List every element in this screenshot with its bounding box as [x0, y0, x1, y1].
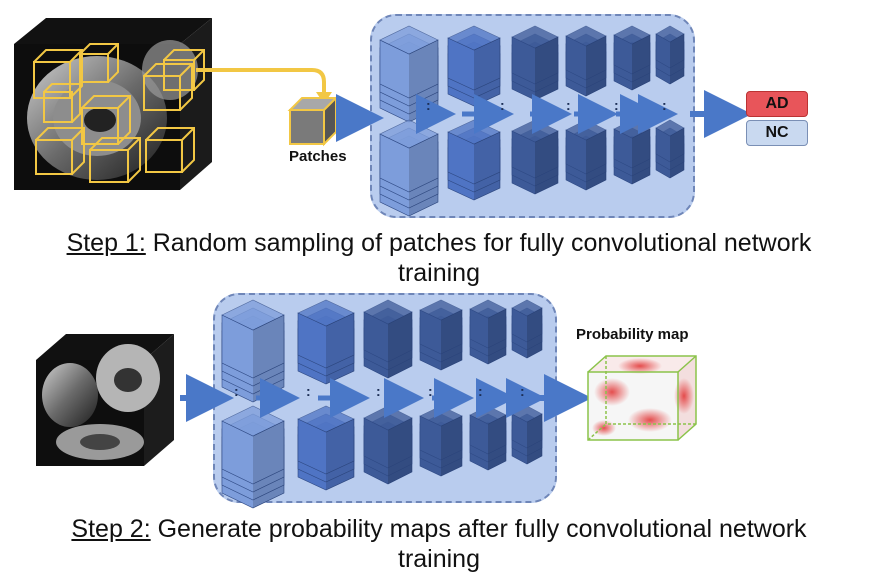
layer-stack-bottom-1: [379, 119, 439, 193]
step1-text: Random sampling of patches for fully con…: [145, 229, 812, 257]
layer-stack-top-2: [447, 25, 501, 91]
ellipsis-dots: :: [520, 383, 525, 399]
probability-map-cube: [587, 355, 697, 441]
layer-stack-top-3: [511, 25, 559, 85]
layer-stack-top-6: [511, 299, 543, 343]
ellipsis-dots: :: [426, 97, 431, 113]
network-layers-step2: ::::::: [221, 299, 546, 509]
step1-caption-line2: training: [398, 259, 480, 287]
ellipsis-dots: :: [234, 383, 239, 399]
layer-stack-top-5: [613, 25, 651, 75]
step2-caption-line2: training: [398, 545, 480, 573]
layer-stack-bottom-4: [565, 119, 607, 175]
step1-label: Step 1:: [66, 229, 146, 257]
layer-stack-top-4: [419, 299, 463, 355]
brain-volume-step2: [36, 334, 174, 466]
ad-output-badge: AD: [746, 91, 808, 117]
network-layers-step1: :::::: [379, 25, 685, 217]
step2-label: Step 2:: [71, 515, 151, 543]
step2-text: Generate probability maps after fully co…: [150, 515, 807, 543]
layer-stack-bottom-6: [511, 405, 543, 449]
probability-map-label: Probability map: [576, 326, 689, 343]
single-patch-cube: [287, 95, 339, 147]
layer-stack-top-4: [565, 25, 607, 81]
ellipsis-dots: :: [614, 97, 619, 113]
ellipsis-dots: :: [500, 97, 505, 113]
step2-caption: Step 2: Generate probability maps after …: [0, 514, 878, 544]
layer-stack-bottom-2: [447, 119, 501, 185]
layer-stack-bottom-3: [363, 405, 413, 469]
step1-caption: Step 1: Random sampling of patches for f…: [0, 228, 878, 258]
ellipsis-dots: :: [662, 97, 667, 113]
layer-stack-top-1: [379, 25, 439, 99]
layer-stack-top-1: [221, 299, 285, 379]
layer-stack-top-5: [469, 299, 507, 349]
nc-output-badge: NC: [746, 120, 808, 146]
layer-stack-top-3: [363, 299, 413, 363]
layer-stack-bottom-1: [221, 405, 285, 485]
ellipsis-dots: :: [478, 383, 483, 399]
layer-stack-bottom-4: [419, 405, 463, 461]
patches-label: Patches: [289, 148, 347, 165]
layer-stack-top-2: [297, 299, 355, 369]
layer-stack-bottom-3: [511, 119, 559, 179]
ellipsis-dots: :: [566, 97, 571, 113]
sampled-patch-cubes: [33, 43, 205, 183]
ellipsis-dots: :: [428, 383, 433, 399]
layer-stack-bottom-5: [469, 405, 507, 455]
ellipsis-dots: :: [376, 383, 381, 399]
layer-stack-bottom-5: [613, 119, 651, 169]
layer-stack-bottom-2: [297, 405, 355, 475]
ellipsis-dots: :: [306, 383, 311, 399]
layer-stack-bottom-6: [655, 119, 685, 163]
patch-extract-arrow: [196, 68, 326, 96]
layer-stack-top-6: [655, 25, 685, 69]
